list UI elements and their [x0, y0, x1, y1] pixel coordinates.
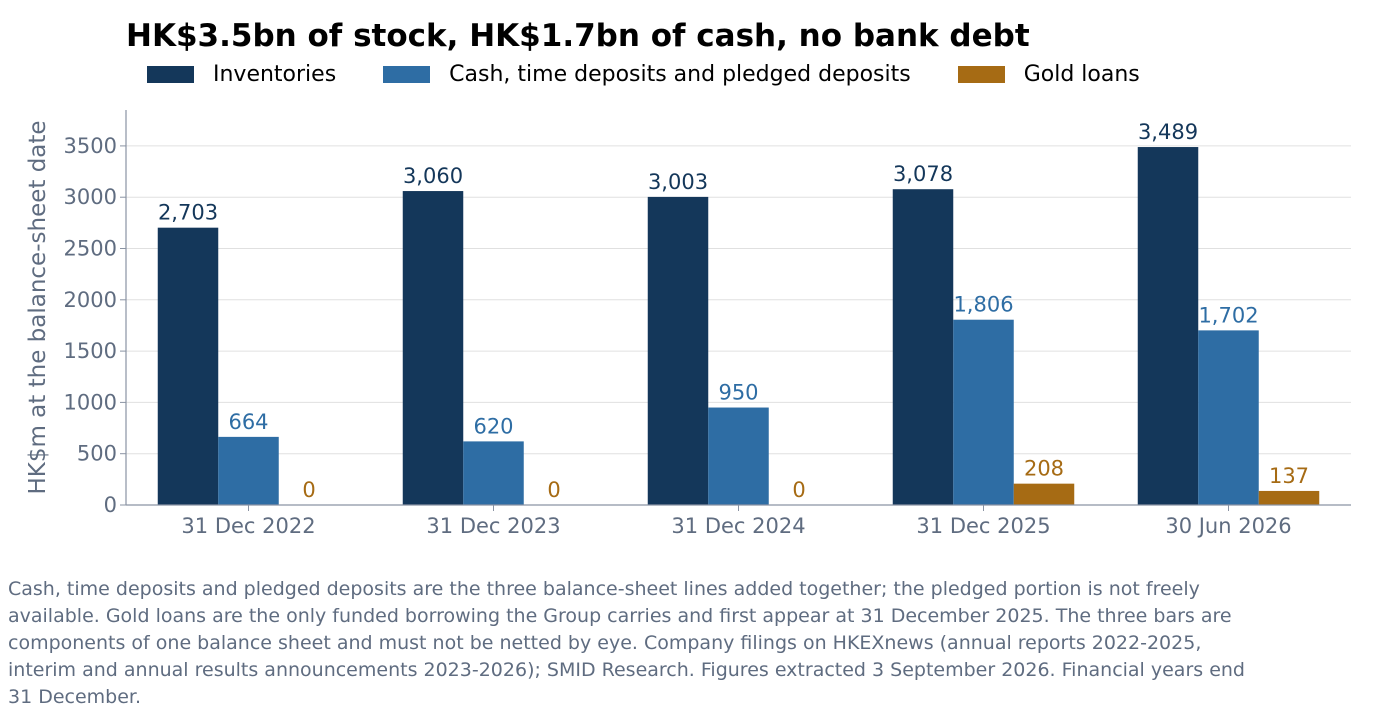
y-tick-label: 500 [77, 442, 117, 466]
y-tick-label: 3500 [64, 134, 117, 158]
bar-cash [1198, 330, 1259, 505]
data-label: 137 [1269, 464, 1309, 488]
y-axis-title: HK$m at the balance-sheet date [25, 120, 51, 494]
bar-inventories [1137, 147, 1199, 505]
legend-item-inventories: Inventories [147, 62, 336, 87]
x-tick-label: 31 Dec 2022 [181, 514, 315, 538]
legend: Inventories Cash, time deposits and pled… [147, 60, 1140, 88]
y-tick-label: 2500 [64, 237, 117, 261]
bar-cash [708, 407, 769, 505]
data-label: 950 [718, 381, 758, 405]
bar-inventories [647, 196, 709, 505]
data-label: 1,806 [953, 293, 1013, 317]
x-tick-label: 31 Dec 2025 [916, 514, 1050, 538]
legend-label-inventories: Inventories [213, 61, 337, 87]
data-label: 0 [792, 478, 805, 502]
x-tick-label: 31 Dec 2023 [426, 514, 560, 538]
bar-chart: 0 500 1000 1500 2000 2500 3000 3500 HK$m at the … [25, 110, 1351, 538]
legend-label-gold-loans: Gold loans [1023, 61, 1140, 87]
y-tick-label: 0 [104, 493, 117, 517]
y-tick-label: 3000 [64, 185, 117, 209]
data-label: 2,703 [158, 201, 218, 225]
bar-gold-loans [1013, 483, 1075, 505]
bar-inventories [157, 227, 219, 506]
data-label: 3,003 [648, 170, 708, 194]
bar-cash [218, 436, 279, 505]
legend-swatch-gold-loans [957, 65, 1005, 83]
bar-inventories [892, 189, 954, 505]
legend-item-cash: Cash, time deposits and pledged deposits [383, 62, 911, 87]
bar-cash [953, 319, 1014, 505]
bar-inventories [402, 191, 464, 505]
x-tick-label: 31 Dec 2024 [671, 514, 805, 538]
data-label: 620 [473, 414, 513, 438]
y-tick-label: 2000 [64, 288, 117, 312]
legend-swatch-inventories [147, 65, 194, 83]
data-label: 664 [228, 410, 268, 434]
data-label: 1,702 [1198, 303, 1258, 327]
data-label: 0 [302, 478, 315, 502]
legend-item-gold-loans: Gold loans [957, 61, 1140, 87]
data-label: 3,078 [893, 162, 953, 186]
bar-cash [463, 441, 524, 505]
data-label: 3,060 [403, 164, 463, 188]
footnote: Cash, time deposits and pledged deposits… [8, 578, 1245, 708]
chart-title: HK$3.5bn of stock, HK$1.7bn of cash, no … [126, 18, 1030, 54]
legend-label-cash: Cash, time deposits and pledged deposits [449, 61, 911, 87]
data-label: 0 [547, 478, 560, 502]
x-tick-label: 30 Jun 2026 [1165, 514, 1291, 538]
data-label: 208 [1024, 457, 1064, 481]
legend-swatch-cash [383, 65, 431, 83]
y-tick-label: 1500 [64, 339, 117, 363]
data-label: 3,489 [1138, 120, 1198, 144]
y-tick-label: 1000 [64, 390, 117, 414]
bar-gold-loans [1258, 490, 1320, 505]
